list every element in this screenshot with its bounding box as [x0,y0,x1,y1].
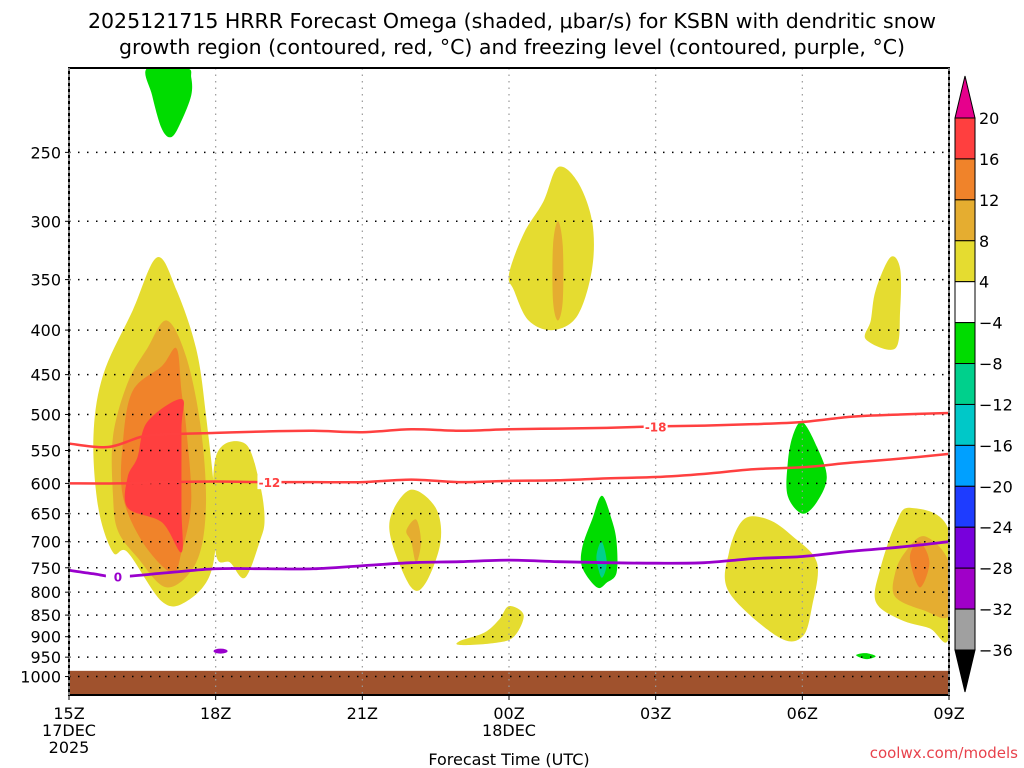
y-tick-label-400: 400 [30,321,61,340]
freezing-level-contour [68,540,950,579]
freezing-level-contour-label-bg [105,569,130,584]
colorbar-segment-7 [954,403,976,446]
omega-region-green-00z [580,495,618,589]
y-tick-label-1000: 1000 [20,668,61,687]
y-tick-label-450: 450 [30,366,61,385]
colorbar-segment-11 [954,567,976,610]
colorbar-label-4: 4 [979,273,989,292]
omega-region-top-green [145,68,193,138]
freezing-level-blip [213,648,228,654]
colorbar-label-10: −24 [979,518,1013,537]
colorbar-label-3: 8 [979,232,989,251]
colorbar-label-6: −8 [979,355,1003,374]
colorbar-segment-0 [954,117,976,160]
colorbar-label-1: 16 [979,150,999,169]
omega-region-mid-upper-yellow [508,166,594,331]
x-tick-label-3-0: 18Z [200,704,231,723]
colorbar-segment-4 [954,281,976,324]
dgz-contour--12-label-bg [257,475,282,490]
omega-shading [93,68,949,660]
x-tick-label-12-0: 03Z [640,704,671,723]
colorbar-label-8: −16 [979,436,1013,455]
x-tick-label-18-0: 09Z [933,704,964,723]
omega-region-yellow-upper-08z [864,256,902,350]
colorbar-label-7: −12 [979,395,1013,414]
colorbar-over-arrow [954,75,976,119]
colorbar-label-5: −4 [979,314,1003,333]
dgz-contour--18-label-bg [643,419,668,434]
dgz-contour--18 [68,411,950,449]
freezing-level-contour-label: 0 [114,571,122,585]
colorbar-segment-2 [954,199,976,242]
contour-lines: -12 -18 0 [68,411,950,654]
x-tick-label-6-0: 21Z [347,704,378,723]
omega-region-deep-orange-08z [909,541,930,588]
colorbar: 20 16 12 8 4 −4 −8 −12 −16 −20 −24 −28 −32 −36 [954,75,1013,693]
dgz-contour--12-label: -12 [259,476,281,490]
x-tick-label-9-0: 00Z [493,704,524,723]
y-tick-label-250: 250 [30,143,61,162]
x-tick-label-0-1: 17DEC [42,721,96,740]
grid-lines [69,68,949,695]
colorbar-label-11: −28 [979,559,1013,578]
y-axis-ticks: 250 300 350 400 450 500 550 600 650 700 750 800 850 9… [20,143,69,687]
ground-surface [69,670,949,695]
dgz-contour--18-label: -18 [645,420,667,434]
omega-region-mid-upper-orange [552,221,564,321]
colorbar-segment-1 [954,158,976,201]
x-tick-label-0-2: 2025 [49,738,90,757]
credit-link[interactable]: coolwx.com/models [870,744,1018,762]
colorbar-label-9: −20 [979,477,1013,496]
title-line-2: growth region (contoured, red, °C) and f… [119,35,905,59]
y-tick-label-500: 500 [30,405,61,424]
omega-region-yellow-low [456,606,524,646]
y-tick-label-700: 700 [30,533,61,552]
x-tick-label-9-1: 18DEC [482,721,536,740]
ground-fill [69,670,949,695]
colorbar-segment-9 [954,485,976,528]
y-tick-label-800: 800 [30,583,61,602]
omega-region-orange-21z [406,519,421,563]
omega-region-main-updraft [212,441,265,579]
colorbar-under-arrow [954,649,976,693]
y-tick-label-900: 900 [30,628,61,647]
dgz-contour--12 [68,452,950,485]
y-tick-label-950: 950 [30,648,61,667]
colorbar-segment-5 [954,322,976,365]
colorbar-label-0: 20 [979,109,999,128]
x-tick-label-15-0: 06Z [787,704,818,723]
y-tick-label-350: 350 [30,271,61,290]
colorbar-segment-12 [954,608,976,651]
x-axis-label: Forecast Time (UTC) [428,750,589,768]
title-line-1: 2025121715 HRRR Forecast Omega (shaded, … [88,9,936,33]
colorbar-label-12: −32 [979,600,1013,619]
omega-region-yellow-04z [724,516,818,642]
y-tick-label-650: 650 [30,505,61,524]
y-tick-label-550: 550 [30,442,61,461]
colorbar-segment-6 [954,363,976,405]
colorbar-label-13: −36 [979,641,1013,660]
colorbar-label-2: 12 [979,191,999,210]
colorbar-segment-10 [954,526,976,569]
colorbar-segment-3 [954,240,976,283]
colorbar-segment-8 [954,444,976,487]
y-tick-label-750: 750 [30,559,61,578]
y-tick-label-850: 850 [30,606,61,625]
chart-title: 2025121715 HRRR Forecast Omega (shaded, … [88,9,936,59]
y-tick-label-600: 600 [30,474,61,493]
omega-region-teal-00z [596,541,607,578]
y-tick-label-300: 300 [30,212,61,231]
x-tick-label-0-0: 15Z [53,704,84,723]
